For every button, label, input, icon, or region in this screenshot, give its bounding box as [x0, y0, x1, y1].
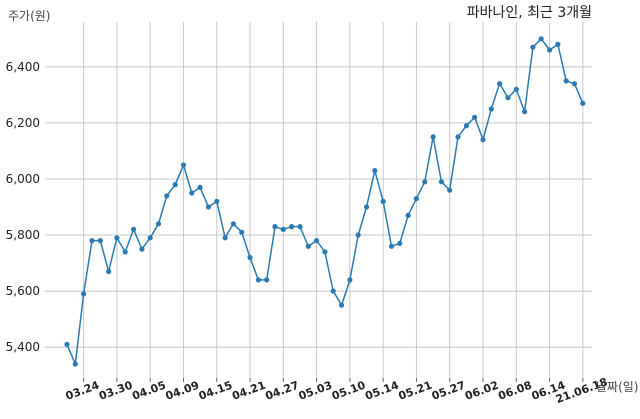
data-point: [297, 224, 303, 230]
data-point: [497, 81, 503, 87]
x-tick-label: 05.14: [363, 379, 400, 403]
x-axis-label: 날짜(일): [596, 380, 638, 394]
data-point: [280, 226, 286, 232]
data-point: [447, 187, 453, 193]
data-point: [322, 249, 328, 255]
data-point: [239, 229, 245, 235]
data-point: [372, 168, 378, 174]
x-tick-label: 04.15: [197, 379, 234, 403]
data-point: [563, 78, 569, 84]
y-tick-label: 5,600: [6, 284, 40, 298]
data-point: [305, 243, 311, 249]
data-point: [330, 288, 336, 294]
data-point: [122, 249, 128, 255]
chart-title: 파바나인, 최근 3개월: [467, 5, 592, 21]
data-point: [339, 302, 345, 308]
data-point: [363, 204, 370, 210]
data-point: [355, 232, 361, 238]
y-axis-ticks: 5,400 5,600 5,800 6,000 6,200 6,400: [6, 60, 40, 354]
data-point: [347, 277, 353, 283]
y-axis-label: 주가(원): [8, 9, 50, 23]
x-tick-label: 04.09: [164, 379, 201, 403]
data-point: [89, 238, 95, 244]
data-point: [97, 238, 103, 244]
data-point: [272, 224, 278, 230]
data-point: [522, 109, 528, 115]
data-point: [72, 361, 78, 367]
y-tick-label: 6,400: [6, 60, 40, 74]
data-points: [64, 36, 586, 367]
data-point: [164, 193, 170, 199]
data-point: [180, 162, 187, 168]
x-tick-label: 04.21: [230, 379, 267, 403]
data-point: [172, 182, 178, 188]
data-point: [114, 235, 120, 241]
x-tick-label: 05.03: [297, 379, 334, 403]
data-point: [547, 47, 553, 53]
data-point: [513, 86, 519, 92]
data-point: [289, 224, 295, 230]
data-point: [571, 81, 578, 87]
data-point: [463, 123, 469, 129]
data-point: [205, 204, 211, 210]
data-point: [222, 235, 228, 241]
data-point: [488, 106, 494, 112]
data-point: [106, 268, 112, 275]
data-point: [413, 196, 419, 202]
data-point: [388, 243, 395, 249]
data-point: [214, 198, 220, 204]
data-point: [430, 134, 436, 140]
series-line: [66, 37, 584, 367]
data-point: [505, 95, 511, 101]
x-tick-label: 05.27: [430, 379, 467, 403]
grid-layer: [45, 22, 592, 378]
data-point: [255, 277, 261, 283]
data-point: [422, 179, 428, 185]
data-point: [438, 179, 444, 185]
data-point: [555, 41, 561, 48]
data-point: [247, 254, 253, 261]
data-point: [264, 277, 270, 283]
data-point: [147, 235, 153, 241]
data-point: [64, 341, 70, 347]
data-point: [131, 226, 137, 232]
data-point: [380, 198, 386, 204]
y-tick-label: 5,400: [6, 340, 40, 354]
data-point: [455, 134, 461, 140]
x-tick-label: 03.30: [97, 379, 134, 403]
y-tick-label: 5,800: [6, 228, 40, 242]
data-point: [530, 44, 536, 50]
y-tick-label: 6,000: [6, 172, 40, 186]
data-point: [480, 137, 486, 143]
x-tick-label: 05.21: [397, 379, 434, 403]
data-point: [472, 114, 478, 120]
data-point: [397, 240, 403, 246]
data-point: [189, 190, 195, 196]
data-point: [197, 184, 203, 190]
x-tick-label: 03.24: [64, 379, 101, 403]
data-point: [139, 246, 145, 252]
data-point: [580, 100, 586, 106]
x-tick-label: 06.02: [463, 379, 500, 403]
data-point: [230, 221, 236, 227]
x-axis-ticks: 03.2403.3004.0504.0904.1504.2104.2705.03…: [64, 375, 609, 406]
data-point: [155, 221, 162, 227]
data-point: [405, 212, 411, 218]
x-tick-label: 06.08: [497, 379, 534, 403]
data-point: [81, 291, 87, 297]
y-tick-label: 6,200: [6, 116, 40, 130]
data-point: [538, 36, 544, 42]
x-tick-label: 04.05: [130, 379, 167, 403]
data-point: [314, 238, 320, 244]
x-tick-label: 04.27: [264, 379, 301, 403]
x-tick-label: 05.10: [330, 379, 367, 403]
